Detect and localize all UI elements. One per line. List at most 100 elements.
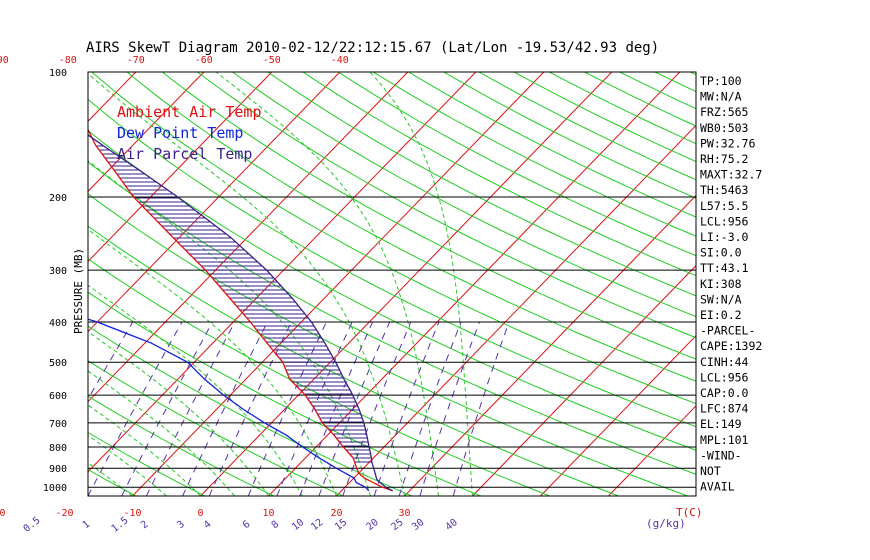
moist-adiabat-line [88, 370, 235, 496]
isotherm-line [404, 194, 696, 496]
index-text: PW:32.76 [700, 136, 755, 150]
index-text: RH:75.2 [700, 152, 748, 166]
index-text: CINH:44 [700, 355, 749, 369]
top-temp-tick-label: -50 [263, 55, 281, 66]
mixing-tick-label: 25 [389, 517, 405, 533]
top-temp-tick-label: -60 [195, 55, 213, 66]
mixing-ratio-line [342, 321, 412, 496]
index-text: MPL:101 [700, 433, 749, 447]
mixing-ratio-line [182, 321, 268, 496]
top-temp-tick-label: -40 [331, 55, 349, 66]
mixing-ratio-line [318, 321, 391, 496]
isotherm-line [608, 405, 696, 496]
index-text: -WIND- [700, 448, 742, 462]
mixing-ratio-line [398, 321, 462, 496]
dry-adiabat-line [126, 72, 696, 382]
isotherm-line [0, 72, 68, 496]
isotherm-line [88, 72, 341, 333]
index-text: L57:5.5 [700, 199, 748, 213]
legend-item: Air Parcel Temp [117, 145, 252, 163]
isotherm-line [132, 72, 545, 496]
mixing-tick-label: 12 [309, 517, 325, 533]
isotherm-line [472, 264, 696, 496]
index-text: CAPE:1392 [700, 339, 762, 353]
index-text: CAP:0.0 [700, 386, 749, 400]
isotherm-line [88, 72, 137, 122]
mixing-unit-label: (g/kg) [646, 517, 686, 530]
mixing-tick-label: 20 [365, 517, 381, 533]
index-text: SW:N/A [700, 292, 742, 306]
moist-adiabat-line [215, 72, 439, 496]
moist-adiabat-line [88, 72, 405, 496]
pressure-tick-label: 100 [49, 68, 67, 79]
legend: Ambient Air Temp Dew Point Temp Air Parcel… [117, 103, 262, 163]
index-text: WB0:503 [700, 121, 749, 135]
mixing-tick-label: 4 [202, 519, 214, 531]
mixing-ratio-line [208, 321, 292, 496]
isotherm-line [88, 72, 477, 473]
index-text: LFC:874 [700, 402, 749, 416]
bottom-temp-tick-label: 10 [262, 508, 274, 519]
dry-adiabat-line [0, 72, 67, 496]
y-axis-label: PRESSURE (MB) [72, 248, 85, 334]
bottom-temp-tick-label: -30 [0, 508, 6, 519]
index-text: LCL:956 [700, 370, 749, 384]
bottom-temp-tick-label: 30 [398, 508, 410, 519]
dry-adiabat-line [232, 72, 696, 318]
plot-border [87, 71, 697, 497]
dry-adiabat-line [88, 325, 412, 496]
pressure-tick-label: 700 [49, 419, 67, 430]
index-text: TT:43.1 [700, 261, 749, 275]
dry-adiabat-line [337, 72, 696, 257]
top-temp-tick-label: -90 [0, 55, 9, 66]
index-text: SI:0.0 [700, 246, 742, 260]
mixing-ratio-line [0, 322, 30, 496]
index-text: AVAIL [700, 480, 735, 494]
mixing-tick-label: 2 [139, 519, 151, 531]
dry-adiabat-line [549, 72, 696, 145]
bottom-temp-tick-label: 20 [330, 508, 342, 519]
pressure-tick-label: 300 [49, 266, 67, 277]
dry-adiabat-line [654, 72, 696, 93]
isobar-lines [88, 196, 696, 488]
mixing-ratio-line [299, 321, 374, 496]
top-temp-tick-label: -80 [59, 55, 77, 66]
dew-point-temp-line [88, 318, 370, 492]
mixing-tick-label: 40 [444, 517, 460, 533]
dry-adiabat-line [161, 72, 696, 360]
mixing-tick-label: 1 [81, 519, 93, 531]
index-text: EI:0.2 [700, 308, 742, 322]
index-text: TH:5463 [700, 183, 749, 197]
legend-item: Ambient Air Temp [117, 103, 262, 121]
air-parcel-temp-line [88, 134, 393, 492]
bottom-temp-tick-label: -20 [55, 508, 73, 519]
dry-adiabat-line [88, 98, 696, 428]
isotherm-line [268, 72, 681, 496]
mixing-ratio-line [419, 321, 480, 496]
dry-adiabat-line [88, 161, 696, 475]
isotherm-line [336, 124, 696, 496]
mixing-tick-label: 6 [241, 519, 253, 531]
pressure-tick-label: 200 [49, 193, 67, 204]
chart-title: AIRS SkewT Diagram 2010-02-12/22:12:15.6… [86, 40, 659, 56]
pressure-tick-label: 800 [49, 443, 67, 454]
dry-adiabat-line [88, 360, 344, 496]
mixing-tick-label: 3 [175, 519, 187, 531]
index-text: TP:100 [700, 74, 742, 88]
background-grid [0, 72, 696, 496]
index-text: LI:-3.0 [700, 230, 749, 244]
dry-adiabat-line [373, 72, 696, 237]
index-text: -PARCEL- [700, 324, 755, 338]
mixing-tick-label: 0.5 [22, 515, 43, 535]
axes: 1002003004005006007008009001000-120-110-… [0, 55, 697, 535]
legend-item: Dew Point Temp [117, 124, 243, 142]
index-text: FRZ:565 [700, 105, 748, 119]
top-temp-tick-label: -70 [127, 55, 145, 66]
pressure-tick-label: 900 [49, 464, 67, 475]
dry-adiabat-line [88, 225, 619, 496]
x-axis-unit-label: T(C) [676, 506, 703, 519]
moist-adiabat-line [88, 404, 201, 496]
dry-adiabat-line [88, 291, 481, 496]
